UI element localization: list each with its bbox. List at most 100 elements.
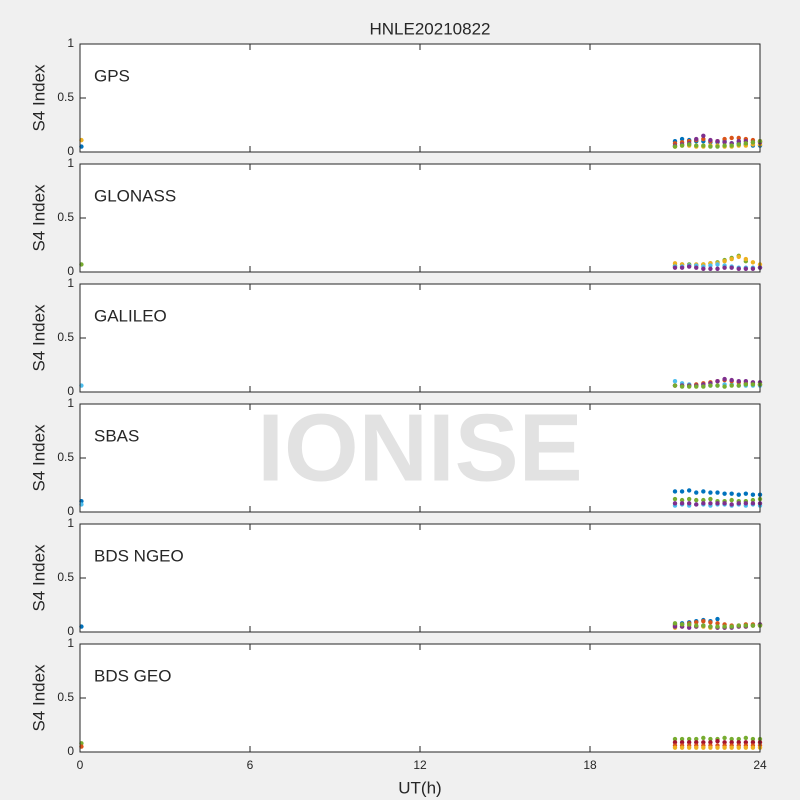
panel-label: BDS GEO	[94, 666, 171, 685]
y-tick-label: 0	[67, 264, 74, 278]
data-point	[679, 740, 685, 745]
data-point	[694, 740, 699, 745]
data-point	[722, 259, 727, 264]
data-point	[743, 379, 749, 384]
data-point	[722, 745, 727, 750]
data-point	[736, 501, 741, 506]
data-point	[722, 143, 727, 148]
data-point	[729, 265, 734, 270]
data-point	[708, 383, 713, 388]
y-tick-label: 1	[67, 636, 74, 650]
data-point	[708, 624, 713, 629]
data-point	[694, 497, 699, 503]
data-point	[679, 265, 685, 270]
data-point	[672, 261, 678, 266]
data-point	[694, 384, 699, 389]
data-point	[694, 265, 699, 270]
panel-label: GALILEO	[94, 306, 167, 325]
data-point	[672, 736, 678, 742]
data-point	[750, 260, 756, 265]
data-point	[694, 143, 699, 148]
axes-background	[80, 524, 760, 632]
data-point	[750, 501, 756, 506]
data-point	[722, 140, 727, 145]
data-point	[750, 740, 756, 745]
data-point	[679, 497, 685, 503]
data-point	[708, 501, 713, 506]
data-point	[686, 264, 692, 269]
data-point	[708, 740, 713, 745]
data-point	[736, 139, 741, 144]
data-point	[701, 133, 706, 138]
axes-box	[79, 643, 761, 753]
data-point	[715, 501, 720, 506]
data-point	[672, 383, 678, 388]
data-point	[736, 142, 741, 147]
data-point	[729, 143, 734, 148]
x-axis-label: UT(h)	[398, 778, 441, 797]
data-point	[736, 135, 741, 141]
data-point	[686, 625, 692, 630]
data-point	[729, 256, 734, 262]
x-tick-label: 12	[413, 758, 427, 772]
data-point	[672, 489, 678, 494]
axes-background	[80, 644, 760, 752]
y-tick-label: 0.5	[57, 210, 74, 224]
data-point	[729, 135, 734, 141]
data-point	[701, 745, 706, 750]
data-point	[708, 496, 713, 502]
data-point	[736, 492, 741, 497]
data-point	[715, 621, 720, 626]
panel-label: GLONASS	[94, 186, 176, 205]
data-point	[750, 266, 756, 271]
data-point	[715, 144, 720, 149]
data-point	[672, 144, 678, 149]
y-tick-label: 0.5	[57, 450, 74, 464]
data-point	[743, 382, 749, 387]
data-point	[701, 501, 706, 506]
y-tick-label: 0	[67, 624, 74, 638]
data-point	[694, 736, 699, 742]
data-point	[694, 502, 699, 507]
data-point	[701, 497, 706, 503]
data-point	[736, 254, 741, 260]
data-point	[679, 136, 685, 142]
data-point	[722, 501, 727, 506]
axes-box	[79, 523, 761, 633]
data-point	[729, 497, 734, 503]
data-point	[701, 266, 706, 271]
data-point	[743, 745, 749, 750]
data-point	[715, 490, 720, 495]
data-point	[750, 140, 756, 145]
data-point	[729, 740, 734, 745]
data-point	[743, 501, 749, 506]
data-point	[694, 490, 699, 495]
data-point	[722, 136, 727, 142]
data-point	[736, 379, 741, 384]
axes-background	[80, 284, 760, 392]
data-point	[672, 496, 678, 502]
data-point	[694, 620, 699, 625]
data-point	[701, 489, 706, 494]
y-tick-label: 0	[67, 744, 74, 758]
axes-background	[80, 404, 760, 512]
x-tick-label: 6	[247, 758, 254, 772]
data-point	[701, 740, 706, 745]
data-point	[715, 379, 720, 384]
data-point	[736, 383, 741, 388]
data-point	[686, 501, 692, 506]
axes-box	[79, 403, 761, 513]
data-point	[736, 623, 741, 628]
watermark: IONISE	[257, 394, 582, 501]
y-axis-label: S4 Index	[29, 544, 48, 612]
data-point	[729, 377, 734, 383]
data-point	[672, 265, 678, 270]
data-point	[750, 382, 756, 387]
data-point	[743, 256, 749, 262]
data-point	[729, 624, 734, 629]
data-point	[729, 383, 734, 388]
data-point	[729, 745, 734, 750]
data-point	[686, 384, 692, 389]
data-point	[722, 265, 727, 270]
